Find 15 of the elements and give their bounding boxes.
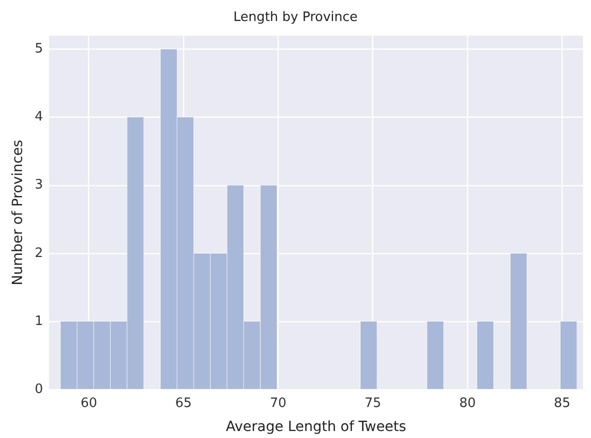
x-tick-label: 65 <box>175 396 192 411</box>
y-tick-label: 5 <box>34 42 44 57</box>
x-tick-label: 70 <box>270 396 286 411</box>
x-axis-title: Average Length of Tweets <box>226 419 406 436</box>
x-tick-label: 85 <box>554 396 570 411</box>
y-tick-label: 4 <box>34 110 44 125</box>
y-axis-title: Number of Provinces <box>10 140 26 286</box>
x-tick-label: 75 <box>364 396 382 411</box>
y-tick-label: 1 <box>34 314 44 329</box>
x-tick-label: 80 <box>459 396 476 411</box>
y-tick-label: 3 <box>34 178 44 193</box>
y-tick-label: 0 <box>34 382 44 397</box>
chart-title: Length by Province <box>233 10 358 26</box>
y-tick-label: 2 <box>34 246 44 261</box>
x-tick-label: 60 <box>80 396 98 411</box>
